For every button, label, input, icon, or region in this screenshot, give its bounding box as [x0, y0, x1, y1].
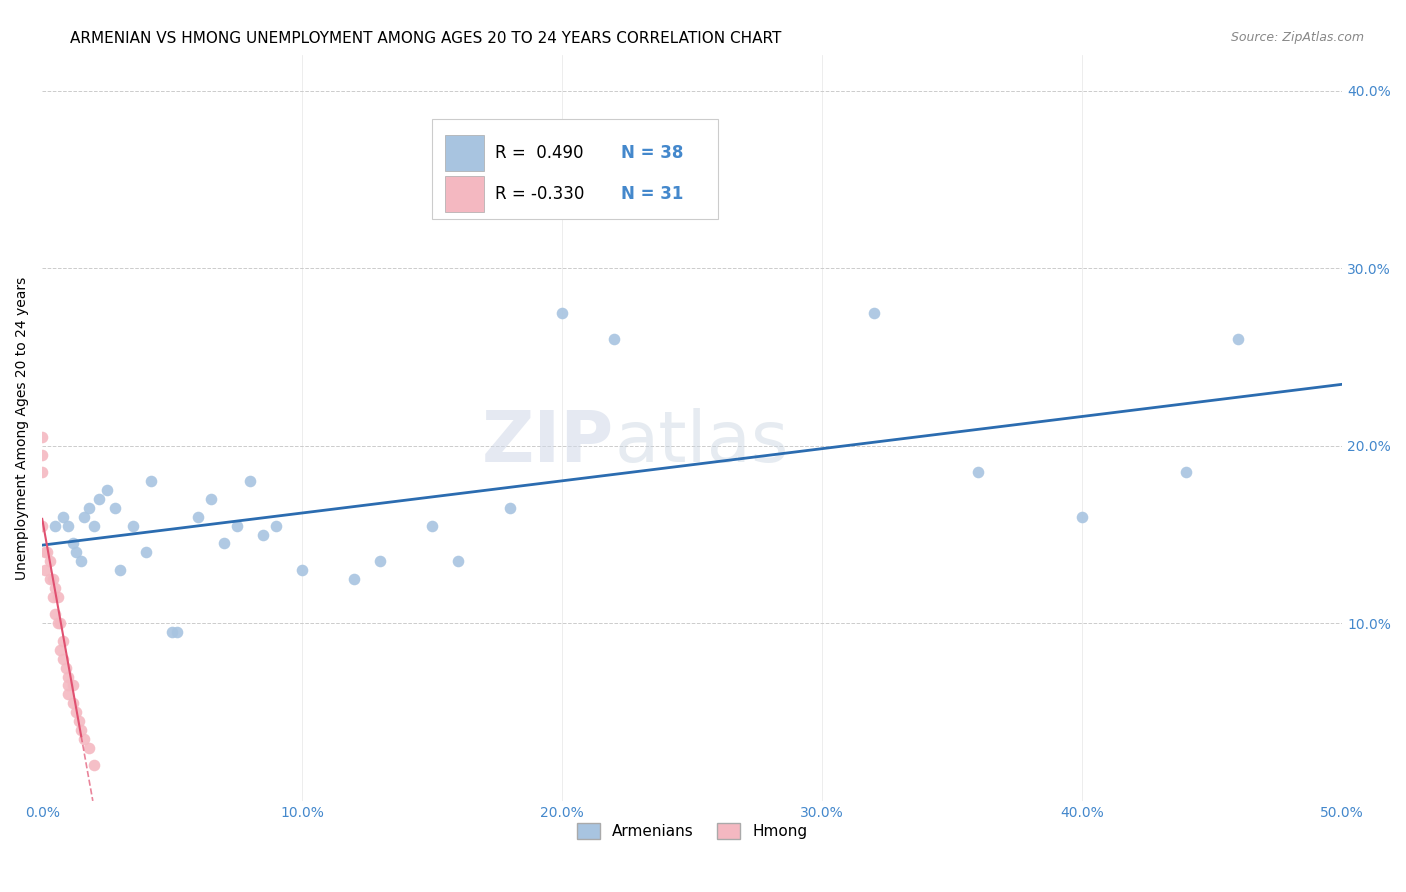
Point [551, 305, 574, 319]
Point [967, 466, 990, 480]
Point [108, 563, 131, 577]
Text: ZIP: ZIP [482, 409, 614, 477]
Point [46, 616, 69, 631]
Point [31, 466, 53, 480]
Point [65, 705, 87, 719]
Point [135, 545, 157, 559]
Point [264, 518, 287, 533]
Point [447, 554, 470, 568]
Point [499, 500, 522, 515]
Point [55, 661, 77, 675]
Point [58, 670, 80, 684]
Text: R = -0.330: R = -0.330 [495, 185, 583, 202]
Point [160, 625, 183, 640]
Point [226, 518, 249, 533]
Point [863, 305, 886, 319]
Point [62, 678, 84, 692]
Point [31, 448, 53, 462]
Point [420, 518, 443, 533]
Point [37, 545, 59, 559]
Point [46, 590, 69, 604]
Point [31, 430, 53, 444]
Point [49, 616, 72, 631]
Point [65, 545, 87, 559]
Text: N = 31: N = 31 [620, 185, 683, 202]
Legend: Armenians, Hmong: Armenians, Hmong [571, 817, 814, 846]
Text: atlas: atlas [614, 409, 789, 477]
Point [122, 518, 145, 533]
Point [187, 509, 209, 524]
Point [44, 518, 66, 533]
Point [52, 652, 75, 666]
Point [58, 518, 80, 533]
Point [141, 475, 163, 489]
Point [252, 527, 274, 541]
Point [291, 563, 314, 577]
Point [31, 518, 53, 533]
Point [104, 500, 127, 515]
Point [34, 563, 56, 577]
Text: R =  0.490: R = 0.490 [495, 144, 583, 161]
Point [44, 581, 66, 595]
FancyBboxPatch shape [446, 176, 484, 211]
Point [73, 509, 96, 524]
Point [34, 545, 56, 559]
Point [58, 678, 80, 692]
Point [70, 723, 93, 737]
Point [41, 590, 63, 604]
Point [1227, 332, 1250, 346]
Point [49, 643, 72, 657]
Point [83, 758, 105, 772]
Point [62, 696, 84, 710]
Point [1071, 509, 1094, 524]
Y-axis label: Unemployment Among Ages 20 to 24 years: Unemployment Among Ages 20 to 24 years [15, 277, 30, 580]
Point [41, 572, 63, 586]
Point [52, 509, 75, 524]
Point [58, 687, 80, 701]
Point [77, 740, 100, 755]
Point [200, 491, 222, 506]
Text: N = 38: N = 38 [620, 144, 683, 161]
Point [166, 625, 188, 640]
Point [70, 554, 93, 568]
Point [62, 536, 84, 550]
Point [239, 475, 262, 489]
Point [603, 332, 626, 346]
FancyBboxPatch shape [446, 135, 484, 170]
Point [44, 607, 66, 622]
Point [39, 572, 62, 586]
FancyBboxPatch shape [432, 119, 718, 219]
Point [343, 572, 366, 586]
Point [1175, 466, 1198, 480]
Text: Source: ZipAtlas.com: Source: ZipAtlas.com [1230, 31, 1364, 45]
Point [73, 731, 96, 746]
Point [212, 536, 235, 550]
Point [96, 483, 118, 498]
Point [89, 491, 111, 506]
Text: ARMENIAN VS HMONG UNEMPLOYMENT AMONG AGES 20 TO 24 YEARS CORRELATION CHART: ARMENIAN VS HMONG UNEMPLOYMENT AMONG AGE… [70, 31, 782, 46]
Point [83, 518, 105, 533]
Point [52, 634, 75, 648]
Point [77, 500, 100, 515]
Point [39, 554, 62, 568]
Point [368, 554, 391, 568]
Point [67, 714, 90, 728]
